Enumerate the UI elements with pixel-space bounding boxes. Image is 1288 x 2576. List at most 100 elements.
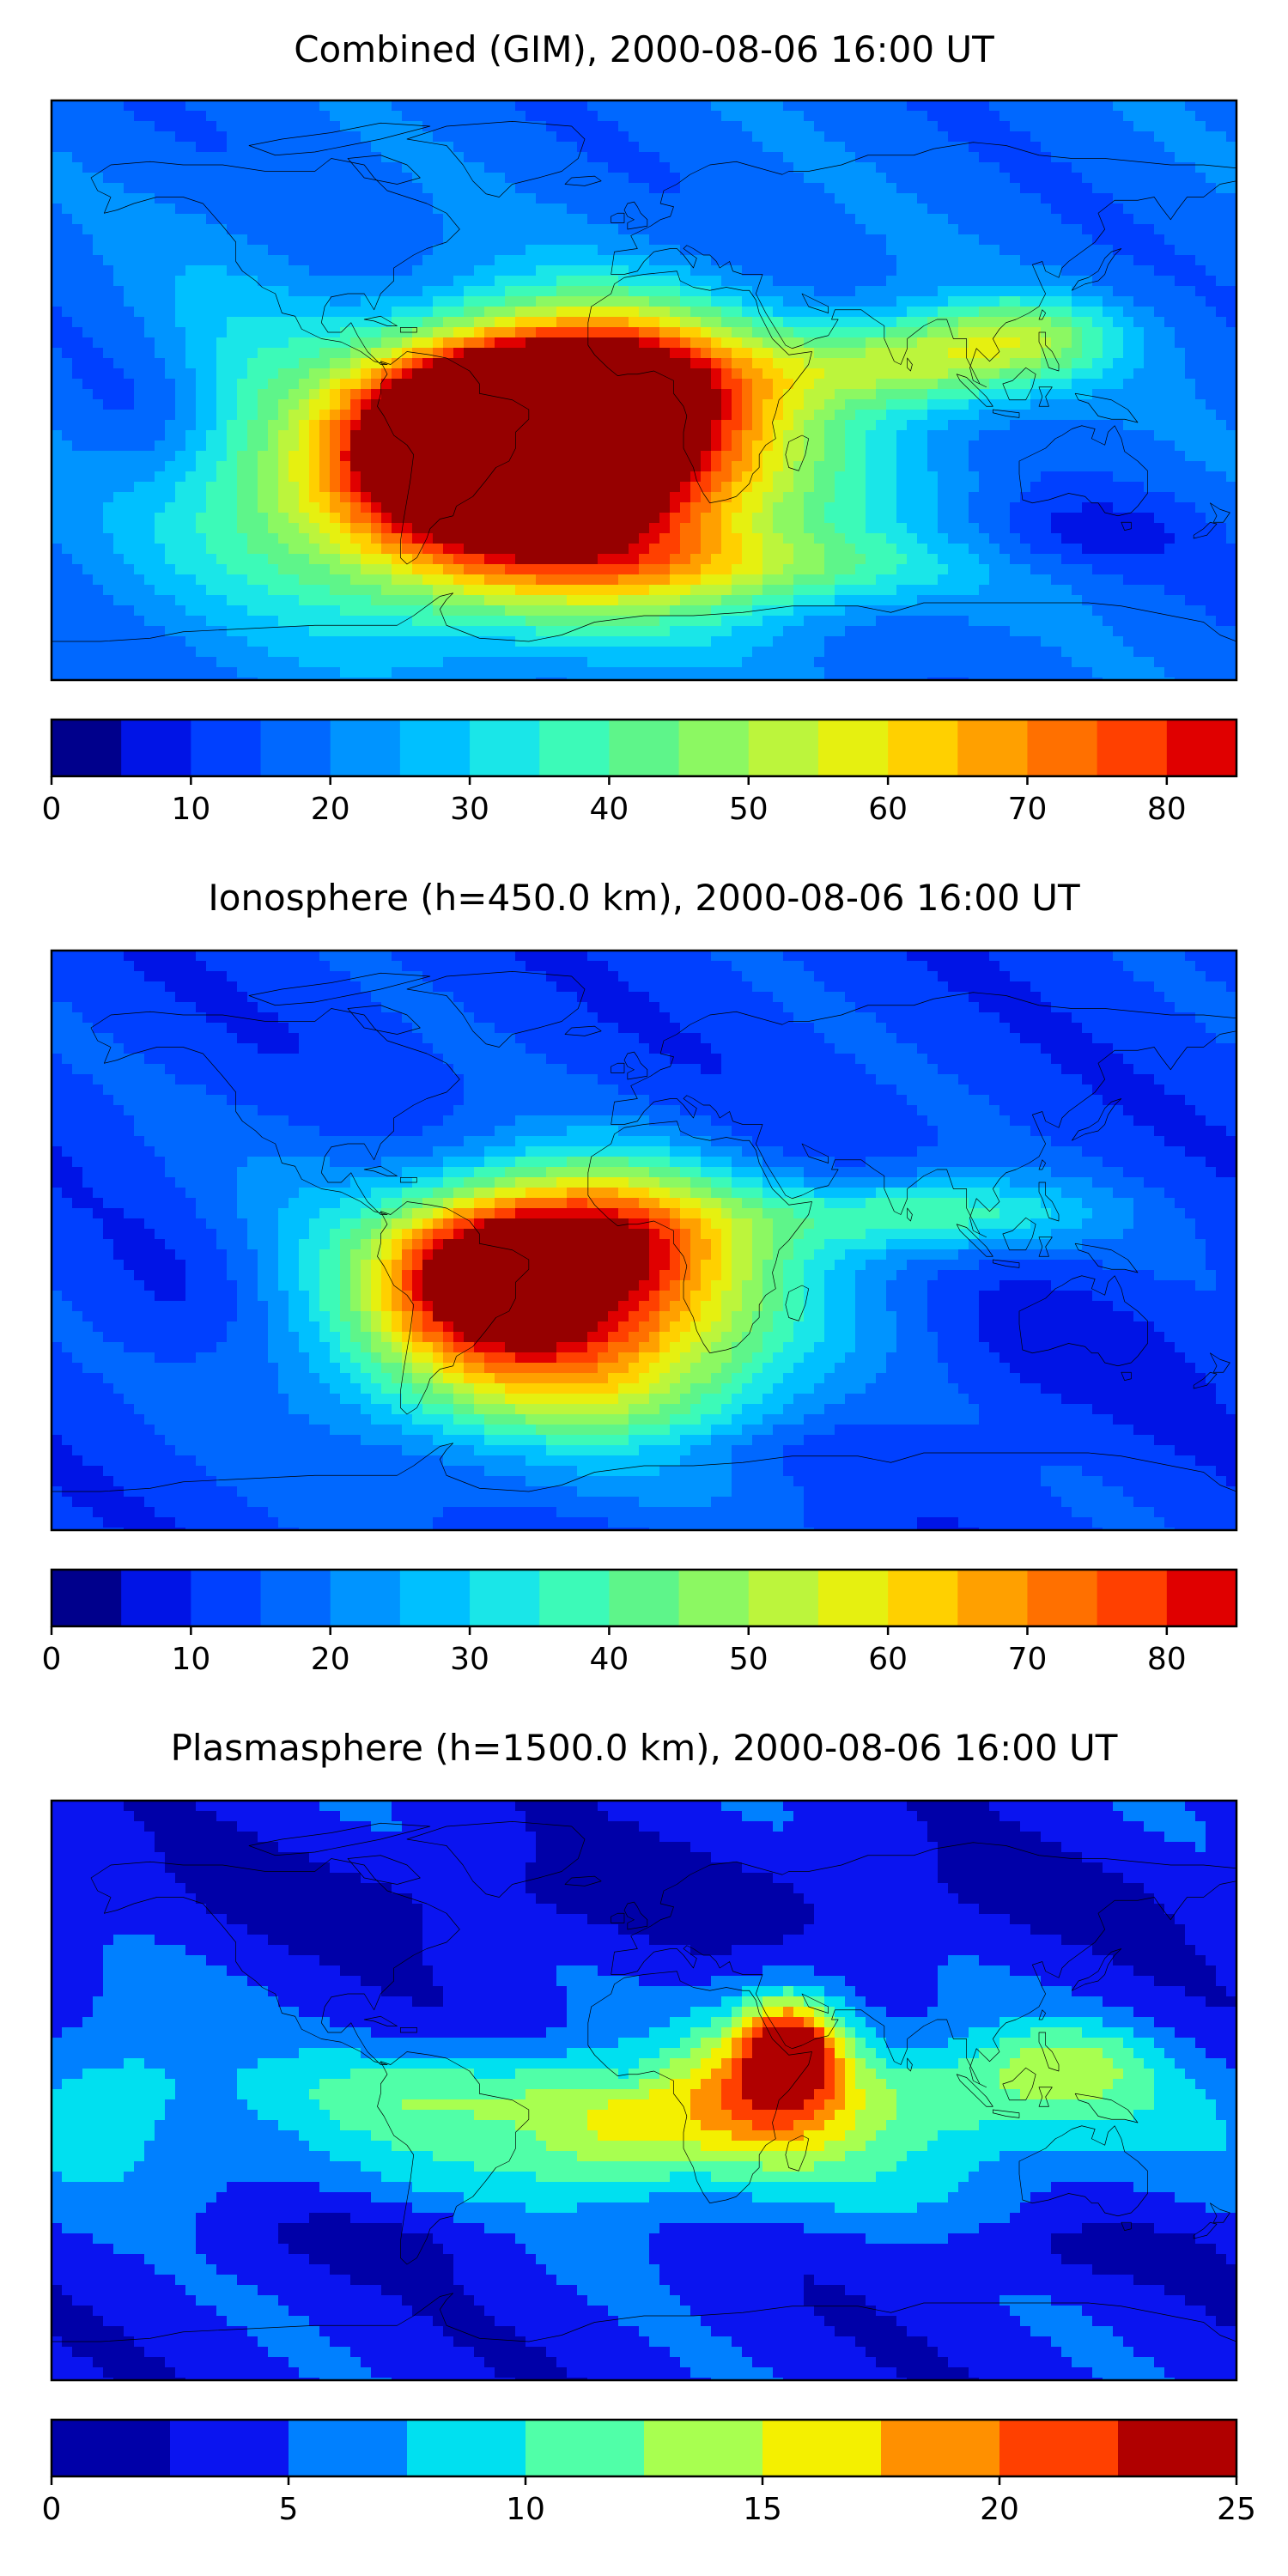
heatmap-cell (216, 142, 228, 153)
heatmap-cell (948, 513, 959, 524)
heatmap-cell (938, 193, 949, 204)
heatmap-cell (155, 482, 166, 493)
heatmap-cell (1061, 204, 1072, 215)
heatmap-cell (659, 430, 671, 441)
heatmap-cell (608, 513, 619, 524)
heatmap-cell (1072, 471, 1083, 483)
heatmap-cell (103, 482, 114, 493)
heatmap-cell (1010, 379, 1021, 390)
heatmap-cell (958, 410, 969, 421)
heatmap-cell (350, 399, 361, 410)
heatmap-cell (1061, 276, 1072, 287)
heatmap-cell (546, 368, 557, 380)
heatmap-cell (618, 471, 629, 483)
heatmap-cell (1020, 100, 1031, 112)
heatmap-cell (793, 440, 805, 452)
heatmap-cell (443, 502, 454, 513)
heatmap-cell (999, 337, 1011, 349)
heatmap-cell (866, 173, 877, 184)
heatmap-cell (999, 162, 1011, 173)
heatmap-cell (350, 327, 361, 338)
heatmap-cell (1041, 255, 1052, 266)
heatmap-cell (1195, 399, 1206, 410)
heatmap-cell (1175, 399, 1186, 410)
heatmap-cell (999, 214, 1011, 225)
heatmap-cell (835, 513, 846, 524)
heatmap-cell (804, 389, 815, 400)
heatmap-cell (938, 348, 949, 359)
heatmap-cell (670, 307, 681, 318)
heatmap-cell (165, 544, 176, 555)
heatmap-cell (690, 523, 702, 534)
heatmap-cell (361, 234, 372, 246)
heatmap-cell (340, 410, 351, 421)
heatmap-cell (237, 327, 248, 338)
heatmap-cell (958, 121, 969, 132)
heatmap-cell (1030, 245, 1042, 256)
heatmap-cell (536, 379, 547, 390)
heatmap-cell (1103, 162, 1114, 173)
heatmap-cell (526, 410, 537, 421)
heatmap-cell (526, 420, 537, 431)
heatmap-cell (1154, 245, 1165, 256)
heatmap-cell (433, 420, 444, 431)
heatmap-cell (927, 337, 939, 349)
heatmap-cell (639, 440, 650, 452)
heatmap-cell (165, 482, 176, 493)
heatmap-cell (1072, 193, 1083, 204)
heatmap-cell (299, 502, 310, 513)
heatmap-cell (82, 317, 94, 328)
heatmap-cell (876, 502, 887, 513)
heatmap-cell (989, 111, 1000, 122)
heatmap-cell (1092, 440, 1103, 452)
heatmap-cell (690, 286, 702, 297)
heatmap-cell (886, 317, 897, 328)
heatmap-cell (598, 440, 609, 452)
heatmap-cell (402, 142, 413, 153)
heatmap-cell (381, 204, 392, 215)
heatmap-cell (82, 111, 94, 122)
heatmap-cell (762, 451, 774, 462)
heatmap-cell (649, 193, 660, 204)
heatmap-cell (752, 276, 763, 287)
heatmap-cell (1144, 152, 1155, 163)
heatmap-cell (762, 162, 774, 173)
heatmap-cell (618, 327, 629, 338)
heatmap-cell (1082, 193, 1093, 204)
heatmap-cell (1195, 368, 1206, 380)
heatmap-cell (835, 482, 846, 493)
heatmap-cell (752, 358, 763, 369)
heatmap-cell (577, 173, 588, 184)
heatmap-cell (443, 379, 454, 390)
heatmap-cell (866, 286, 877, 297)
heatmap-cell (629, 410, 640, 421)
heatmap-cell (556, 451, 568, 462)
heatmap-cell (979, 183, 990, 194)
heatmap-cell (412, 204, 423, 215)
heatmap-cell (1010, 317, 1021, 328)
heatmap-cell (721, 410, 732, 421)
heatmap-cell (505, 173, 516, 184)
heatmap-cell (247, 234, 258, 246)
heatmap-cell (608, 204, 619, 215)
heatmap-cell (464, 337, 475, 349)
heatmap-cell (886, 461, 897, 472)
heatmap-cell (52, 482, 63, 493)
heatmap-cell (289, 358, 300, 369)
heatmap-cell (886, 368, 897, 380)
heatmap-cell (855, 100, 866, 112)
heatmap-cell (196, 544, 207, 555)
heatmap-cell (907, 131, 918, 143)
heatmap-cell (124, 410, 135, 421)
heatmap-cell (680, 368, 691, 380)
heatmap-cell (732, 173, 743, 184)
heatmap-cell (52, 327, 63, 338)
heatmap-cell (1175, 492, 1186, 503)
heatmap-cell (556, 502, 568, 513)
heatmap-cell (113, 204, 125, 215)
heatmap-cell (783, 214, 794, 225)
heatmap-cell (804, 492, 815, 503)
heatmap-cell (536, 183, 547, 194)
heatmap-cell (969, 276, 980, 287)
heatmap-cell (886, 348, 897, 359)
